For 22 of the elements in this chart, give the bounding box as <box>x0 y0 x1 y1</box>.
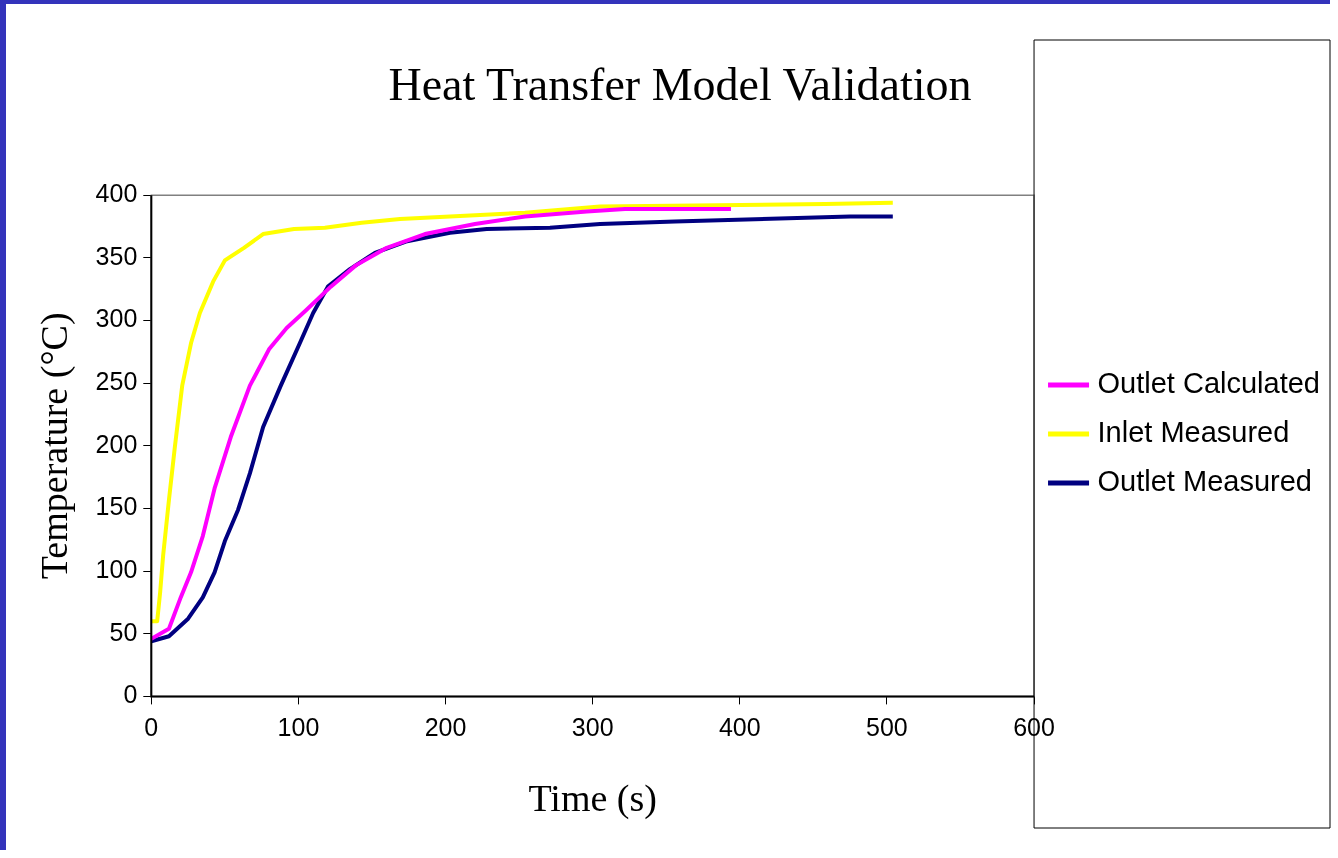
y-tick-label: 250 <box>95 367 138 396</box>
legend-label: Outlet Measured <box>1097 465 1312 497</box>
y-tick-label: 400 <box>95 179 138 208</box>
chart-title: Heat Transfer Model Validation <box>388 58 972 110</box>
x-tick-label: 0 <box>144 713 159 742</box>
x-tick-label: 500 <box>866 713 908 742</box>
y-axis-title: Temperature (°C) <box>32 312 76 580</box>
x-tick-label: 400 <box>718 713 761 742</box>
y-tick-label: 50 <box>109 617 138 646</box>
x-tick-label: 200 <box>424 713 467 742</box>
y-tick-label: 200 <box>95 429 138 458</box>
y-tick-label: 300 <box>95 304 138 333</box>
x-tick-label: 600 <box>1013 713 1055 742</box>
legend-label: Outlet Calculated <box>1097 367 1321 399</box>
x-tick-label: 300 <box>571 713 614 742</box>
x-tick-label: 100 <box>277 713 320 742</box>
y-tick-label: 150 <box>95 492 138 521</box>
y-tick-label: 350 <box>95 241 138 270</box>
y-tick-label: 100 <box>95 554 138 583</box>
x-axis-title: Time (s) <box>528 777 657 821</box>
y-tick-label: 0 <box>123 680 138 709</box>
legend-label: Inlet Measured <box>1097 416 1290 448</box>
